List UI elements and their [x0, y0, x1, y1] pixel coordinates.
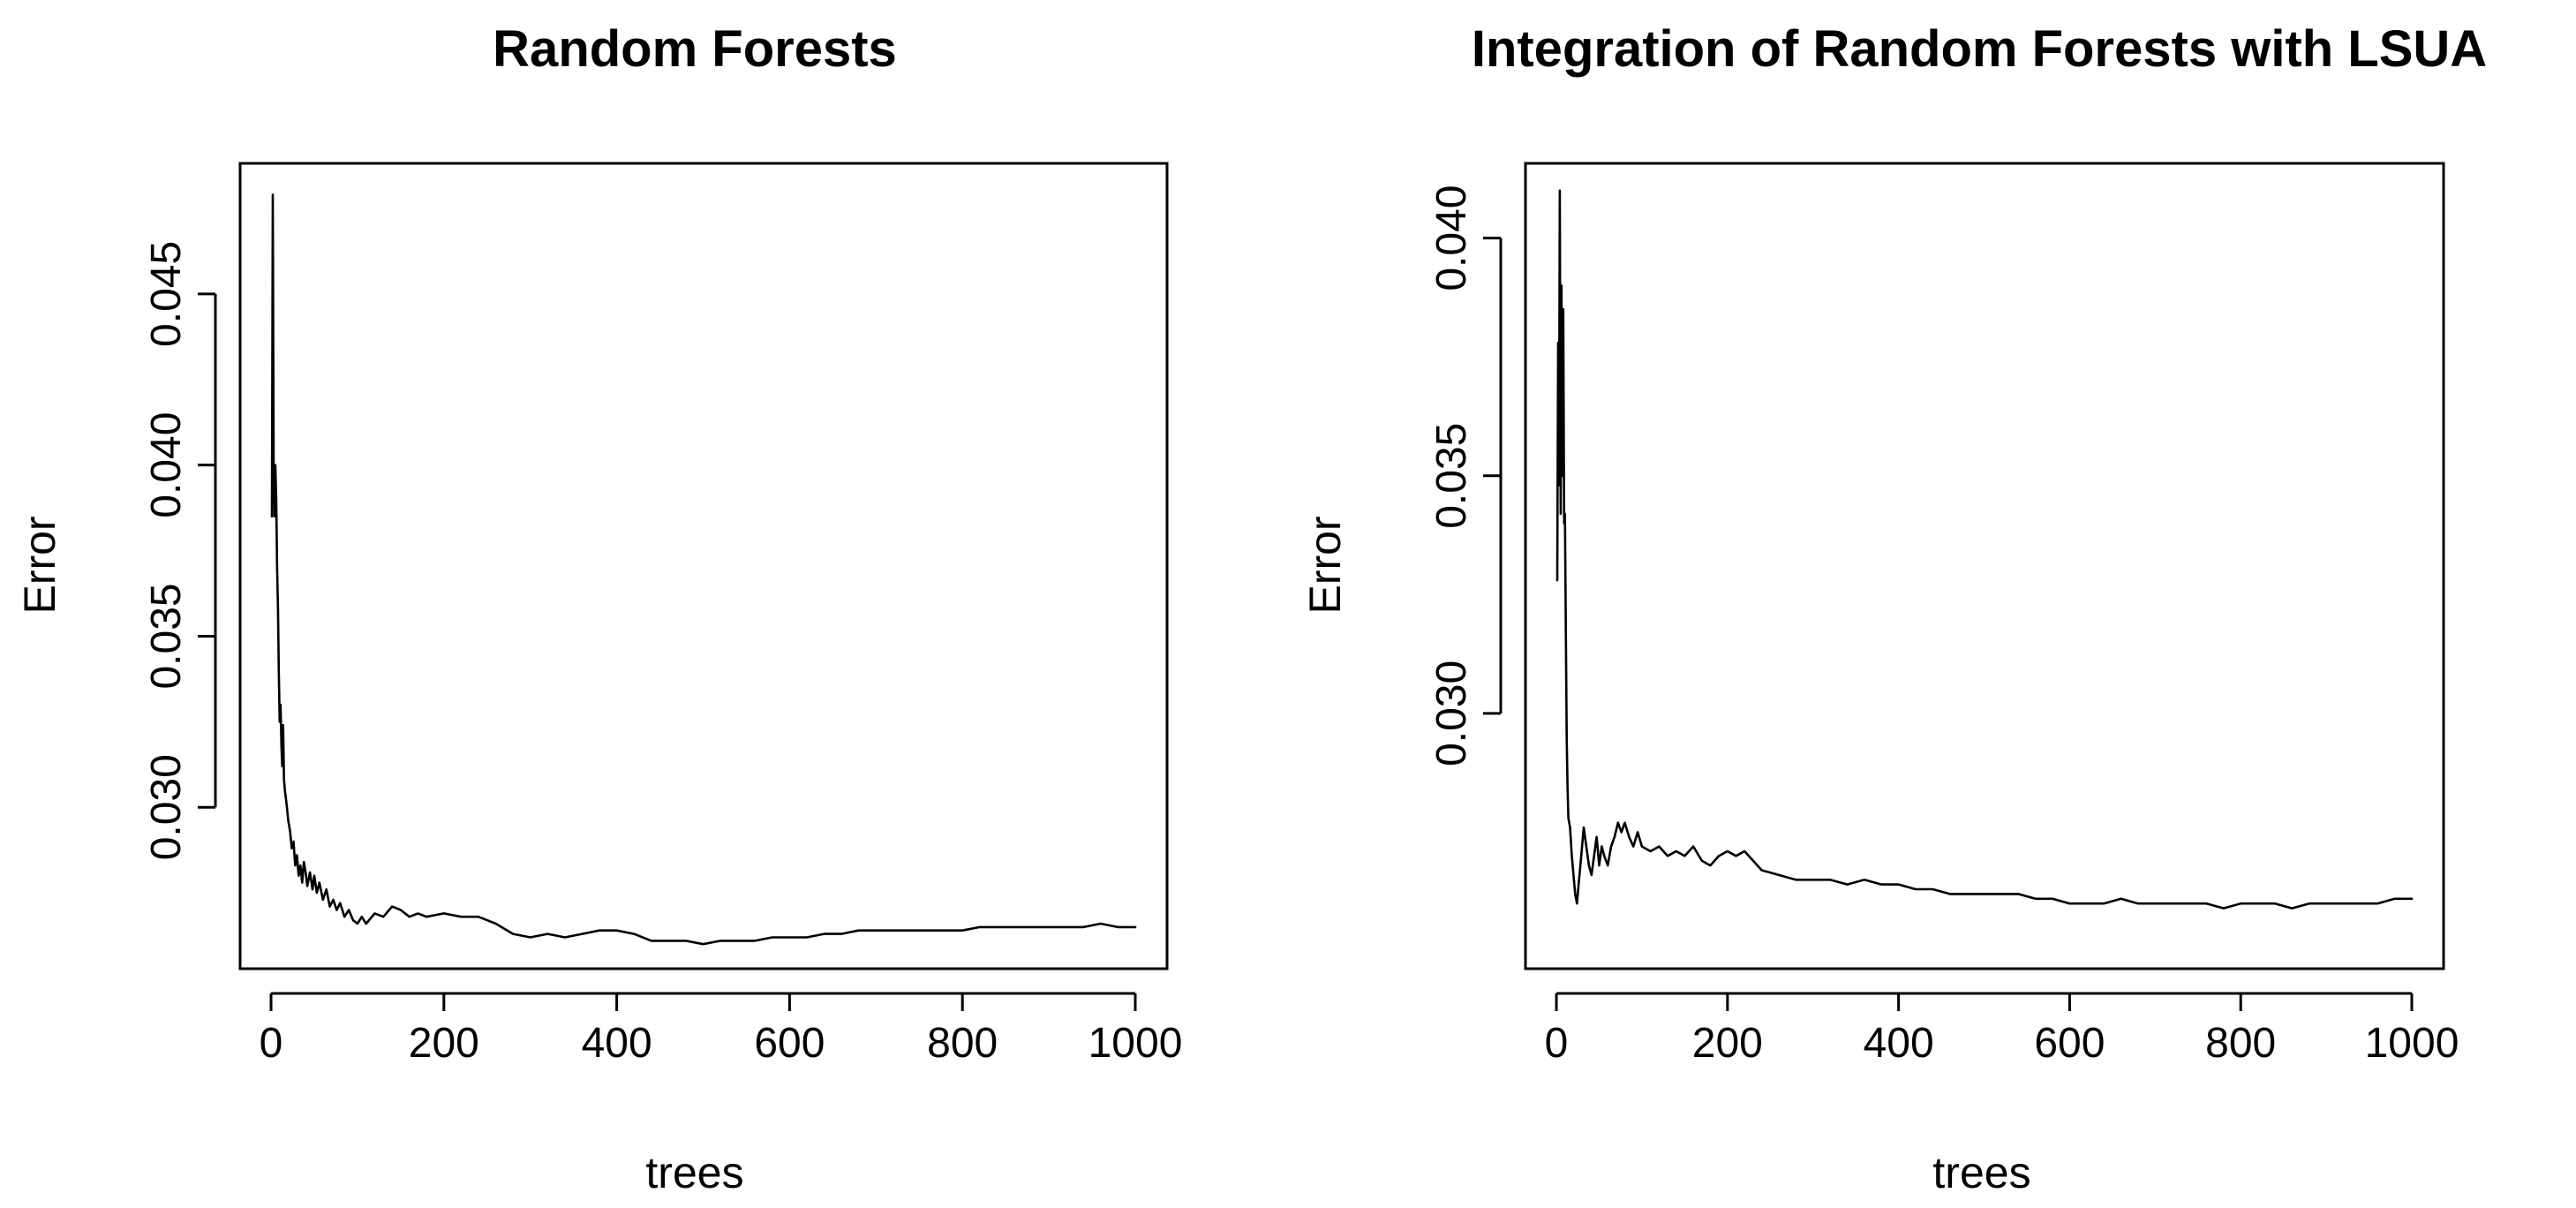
y-tick-label: 0.030 [1428, 661, 1475, 766]
panel-rf-with-lsua: Integration of Random Forests with LSUA … [1300, 20, 2487, 1197]
y-axis: 0.030 0.035 0.040 [1428, 185, 1503, 766]
y-axis-label: Error [15, 516, 64, 614]
plot-frame [1524, 162, 2445, 970]
x-tick-label: 600 [754, 1020, 825, 1067]
x-tick-label: 800 [927, 1020, 998, 1067]
x-tick-label: 1000 [1088, 1020, 1183, 1067]
y-tick-label: 0.035 [1428, 423, 1475, 529]
x-tick-label: 200 [409, 1020, 479, 1067]
error-series-line [1555, 189, 2414, 910]
series-group [270, 193, 1137, 946]
x-tick-label: 400 [582, 1020, 652, 1067]
x-tick-label: 0 [1545, 1020, 1569, 1067]
series-group [1555, 189, 2414, 910]
error-series-line [270, 193, 1137, 946]
x-axis: 0 200 400 600 800 1000 [1545, 992, 2459, 1067]
x-tick-label: 800 [2205, 1020, 2276, 1067]
x-tick-label: 400 [1864, 1020, 1934, 1067]
y-tick-label: 0.030 [143, 754, 190, 860]
chart-title: Integration of Random Forests with LSUA [1472, 20, 2487, 78]
panel-random-forests: Random Forests Error trees 0.0300.0350.0… [15, 20, 1182, 1197]
x-axis-label: trees [1932, 1148, 2030, 1197]
x-tick-label: 200 [1692, 1020, 1763, 1067]
y-tick-label: 0.035 [143, 583, 190, 689]
x-tick-label: 600 [2034, 1020, 2105, 1067]
x-tick-label: 0 [260, 1020, 283, 1067]
x-axis: 0 200 400 600 800 1000 [260, 992, 1183, 1067]
x-axis-label: trees [645, 1148, 743, 1197]
y-axis-label: Error [1300, 516, 1350, 614]
y-tick-label: 0.045 [143, 241, 190, 347]
plot-frame [238, 162, 1169, 970]
x-tick-label: 1000 [2365, 1020, 2459, 1067]
y-tick-label: 0.040 [1428, 185, 1475, 291]
y-tick-label: 0.040 [143, 412, 190, 518]
y-axis: 0.030 0.035 0.040 0.045 [143, 241, 217, 860]
chart-title: Random Forests [493, 20, 897, 78]
